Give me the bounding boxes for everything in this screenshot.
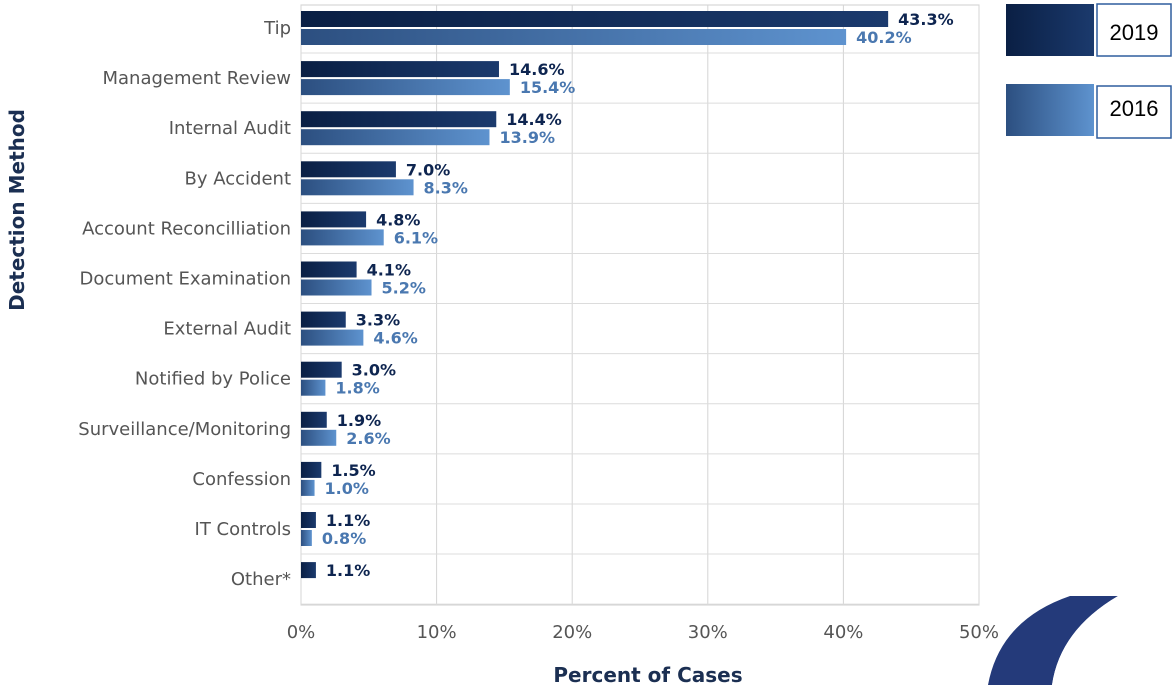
data-label-2019: 43.3%: [898, 10, 954, 29]
bar-2019: [301, 261, 357, 278]
y-axis-title: Detection Method: [5, 109, 29, 311]
category-label: External Audit: [163, 319, 291, 340]
legend-label-box: [1096, 3, 1172, 57]
category-label: Other*: [231, 569, 291, 590]
bar-2019: [301, 211, 367, 228]
data-label-2016: 1.8%: [335, 379, 379, 398]
data-label-2019: 7.0%: [406, 160, 450, 179]
bar-2016: [301, 29, 847, 45]
decorative-logo-shape: [988, 592, 1172, 685]
bar-2019: [301, 411, 327, 428]
data-label-2019: 1.1%: [326, 511, 370, 530]
bar-2019: [301, 461, 322, 478]
category-label: Internal Audit: [169, 118, 291, 139]
legend: 2019 2016: [1006, 3, 1172, 139]
data-label-2016: 1.0%: [325, 479, 369, 498]
bar-2019: [301, 11, 889, 27]
data-label-2019: 1.9%: [337, 411, 381, 430]
x-tick-label: 30%: [688, 622, 728, 643]
bar-2016: [301, 229, 384, 246]
bar-2016: [301, 129, 490, 146]
bar-2016: [301, 479, 315, 496]
bar-2019: [301, 161, 396, 178]
bar-2019: [301, 361, 342, 378]
legend-swatch-2019: [1006, 4, 1094, 56]
category-label: Document Examination: [80, 269, 291, 290]
x-tick-label: 10%: [417, 622, 457, 643]
data-label-2019: 3.0%: [352, 361, 396, 380]
data-label-2019: 14.6%: [509, 60, 565, 79]
data-label-2016: 15.4%: [520, 78, 576, 97]
bar-2019: [301, 111, 497, 128]
legend-label-2016: 2016: [1110, 96, 1159, 121]
category-label: Management Review: [102, 68, 291, 89]
bar-2019: [301, 512, 316, 528]
data-label-2019: 4.8%: [376, 210, 420, 229]
bar-2016: [301, 530, 312, 546]
data-label-2016: 40.2%: [856, 28, 912, 47]
data-label-2019: 4.1%: [367, 261, 411, 280]
x-tick-label: 20%: [552, 622, 592, 643]
data-label-2016: 13.9%: [499, 128, 555, 147]
category-label: Notified by Police: [135, 369, 291, 390]
category-label: Account Reconcilliation: [82, 218, 291, 239]
bar-2016: [301, 379, 326, 396]
legend-label-2019: 2019: [1110, 20, 1159, 45]
bar-2019: [301, 562, 316, 579]
data-label-2016: 6.1%: [394, 228, 438, 247]
data-label-2016: 0.8%: [322, 529, 366, 548]
bar-2016: [301, 79, 510, 96]
category-label: Tip: [263, 18, 291, 39]
data-label-2016: 5.2%: [382, 279, 426, 298]
category-label: Surveillance/Monitoring: [78, 419, 291, 440]
data-label-2016: 2.6%: [346, 429, 390, 448]
legend-label-box: [1096, 85, 1172, 139]
data-label-2016: 4.6%: [373, 329, 417, 348]
data-label-2019: 14.4%: [506, 110, 562, 129]
bar-2016: [301, 279, 372, 296]
bar-2016: [301, 329, 364, 346]
legend-swatch-2016: [1006, 84, 1094, 136]
category-label: By Accident: [185, 168, 291, 189]
x-tick-label: 50%: [959, 622, 999, 643]
x-tick-label: 0%: [287, 622, 316, 643]
category-label: IT Controls: [195, 519, 291, 540]
bar-2016: [301, 429, 337, 446]
bar-2016: [301, 179, 414, 196]
category-label: Confession: [192, 469, 291, 490]
x-axis-title: Percent of Cases: [553, 663, 742, 685]
data-label-2019: 1.1%: [326, 561, 370, 580]
data-label-2016: 8.3%: [424, 178, 468, 197]
bar-2019: [301, 311, 346, 328]
data-label-2019: 1.5%: [331, 461, 375, 480]
bar-2019: [301, 61, 499, 78]
x-tick-label: 40%: [823, 622, 863, 643]
data-label-2019: 3.3%: [356, 311, 400, 330]
